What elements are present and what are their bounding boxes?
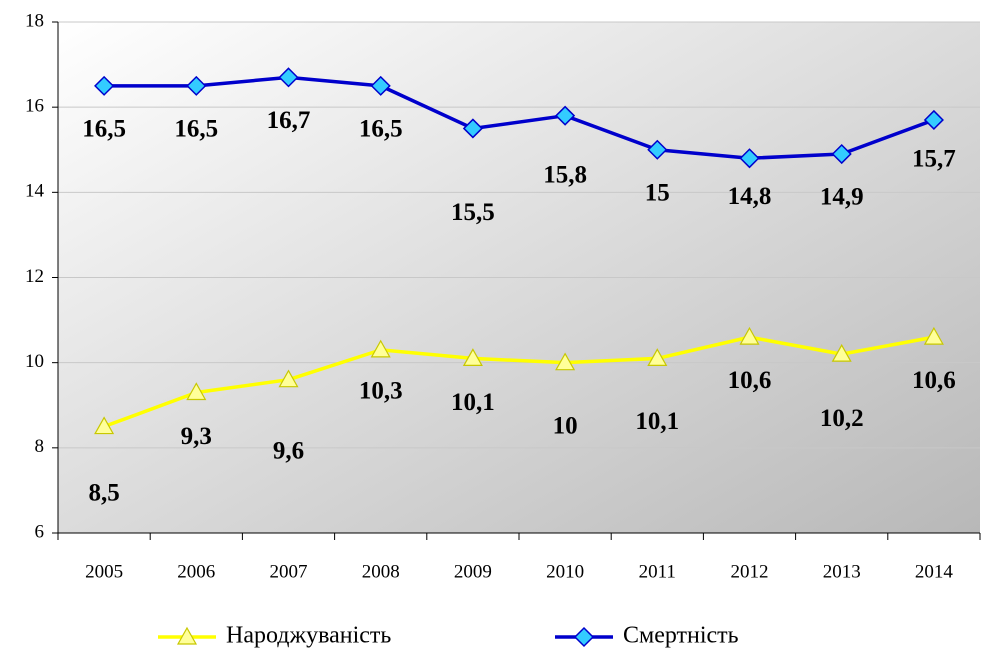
point-marker (186, 382, 207, 401)
x-tick-label: 2014 (915, 561, 954, 582)
legend-marker (573, 626, 595, 648)
value-label: 10,6 (912, 367, 956, 394)
point-marker (462, 348, 483, 367)
x-tick-label: 2005 (85, 561, 123, 582)
point-marker (278, 67, 299, 88)
value-label: 16,5 (359, 116, 403, 143)
x-tick-label: 2008 (362, 561, 400, 582)
point-marker (370, 75, 391, 96)
value-label: 10 (553, 412, 578, 439)
x-tick-label: 2012 (731, 561, 769, 582)
point-marker (370, 339, 391, 358)
value-label: 15,5 (451, 199, 495, 226)
y-tick-label: 14 (25, 181, 45, 202)
series-line (104, 75, 935, 161)
value-label: 15,7 (912, 146, 956, 173)
point-marker (647, 139, 668, 160)
point-marker (647, 348, 668, 367)
point-marker (739, 326, 760, 345)
value-label: 14,8 (728, 183, 772, 210)
point-marker (831, 343, 852, 362)
y-tick-label: 12 (25, 266, 44, 287)
value-label: 10,1 (635, 408, 679, 435)
point-marker (186, 75, 207, 96)
value-label: 10,6 (728, 367, 772, 394)
series-line (103, 335, 935, 429)
x-tick-label: 2011 (639, 561, 676, 582)
value-label: 10,1 (451, 389, 495, 416)
value-label: 9,6 (273, 437, 304, 464)
point-marker (462, 118, 483, 139)
point-marker (555, 105, 576, 126)
point-marker (94, 75, 115, 96)
value-label: 10,2 (820, 405, 864, 432)
legend-label: Смертність (623, 623, 739, 649)
x-tick-label: 2007 (270, 561, 308, 582)
value-label: 15,8 (543, 161, 587, 188)
point-marker (555, 352, 576, 371)
value-label: 16,5 (174, 116, 218, 143)
point-marker (831, 143, 852, 165)
value-label: 14,9 (820, 184, 864, 211)
point-marker (739, 148, 760, 169)
x-tick-label: 2010 (546, 561, 584, 582)
value-label: 8,5 (88, 479, 119, 506)
x-tick-label: 2013 (823, 561, 861, 582)
y-tick-label: 18 (25, 10, 44, 31)
x-tick-label: 2006 (177, 561, 215, 582)
value-label: 10,3 (359, 378, 403, 405)
point-marker (923, 326, 944, 345)
point-marker (923, 109, 944, 131)
y-tick-label: 10 (25, 351, 44, 372)
value-label: 15 (645, 179, 670, 206)
value-label: 16,5 (82, 116, 126, 143)
legend-marker (176, 626, 198, 645)
point-marker (94, 416, 115, 435)
value-label: 16,7 (267, 107, 311, 134)
point-marker (278, 369, 299, 388)
y-tick-label: 16 (25, 96, 44, 117)
value-label: 9,3 (181, 423, 212, 450)
y-tick-label: 6 (35, 521, 45, 542)
legend-label: Народжуваність (226, 623, 391, 649)
y-tick-label: 8 (35, 436, 45, 457)
x-tick-label: 2009 (454, 561, 492, 582)
